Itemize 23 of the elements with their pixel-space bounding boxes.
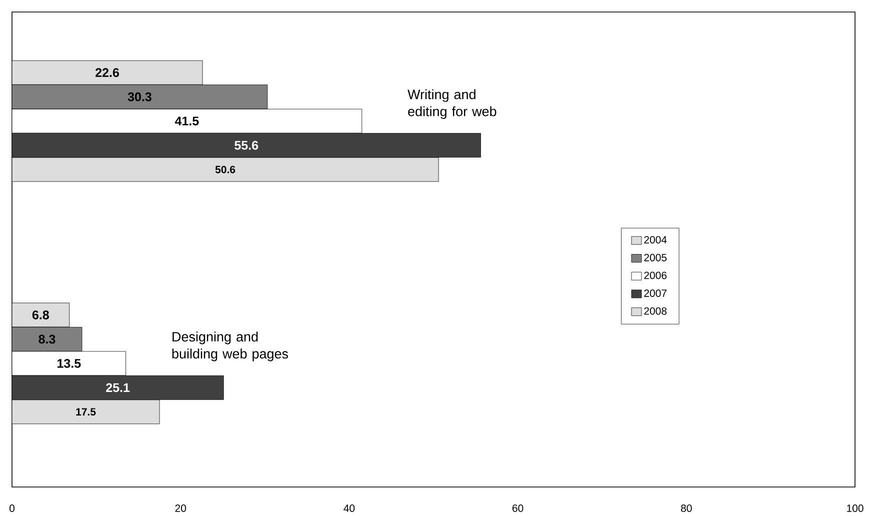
data-label: 13.5 — [58, 358, 81, 368]
x-tick-label: 60 — [512, 504, 524, 512]
data-label: 25.1 — [106, 383, 130, 392]
legend-label: 2007 — [644, 290, 667, 297]
x-tick-label: 20 — [175, 504, 186, 512]
data-label: 50.6 — [215, 166, 236, 174]
y-tick-label: Designing and building web pages — [172, 332, 288, 362]
data-label: 30.3 — [128, 92, 152, 102]
data-label: 17.5 — [76, 408, 96, 416]
data-label: 6.8 — [32, 310, 49, 320]
y-tick-label: Writing and editing for web — [408, 89, 496, 119]
legend-label: 2004 — [644, 236, 667, 244]
data-label: 55.6 — [234, 140, 258, 150]
legend-label: 2008 — [644, 307, 667, 315]
x-tick-label: 0 — [9, 504, 14, 512]
x-tick-label: 80 — [681, 504, 692, 512]
x-tick-label: 100 — [847, 504, 864, 512]
data-label: 8.3 — [38, 334, 56, 344]
x-tick-label: 40 — [344, 504, 355, 512]
legend-label: 2006 — [644, 272, 667, 280]
data-label: 22.6 — [96, 68, 119, 78]
data-label: 41.5 — [174, 116, 199, 126]
legend-label: 2005 — [644, 254, 667, 262]
